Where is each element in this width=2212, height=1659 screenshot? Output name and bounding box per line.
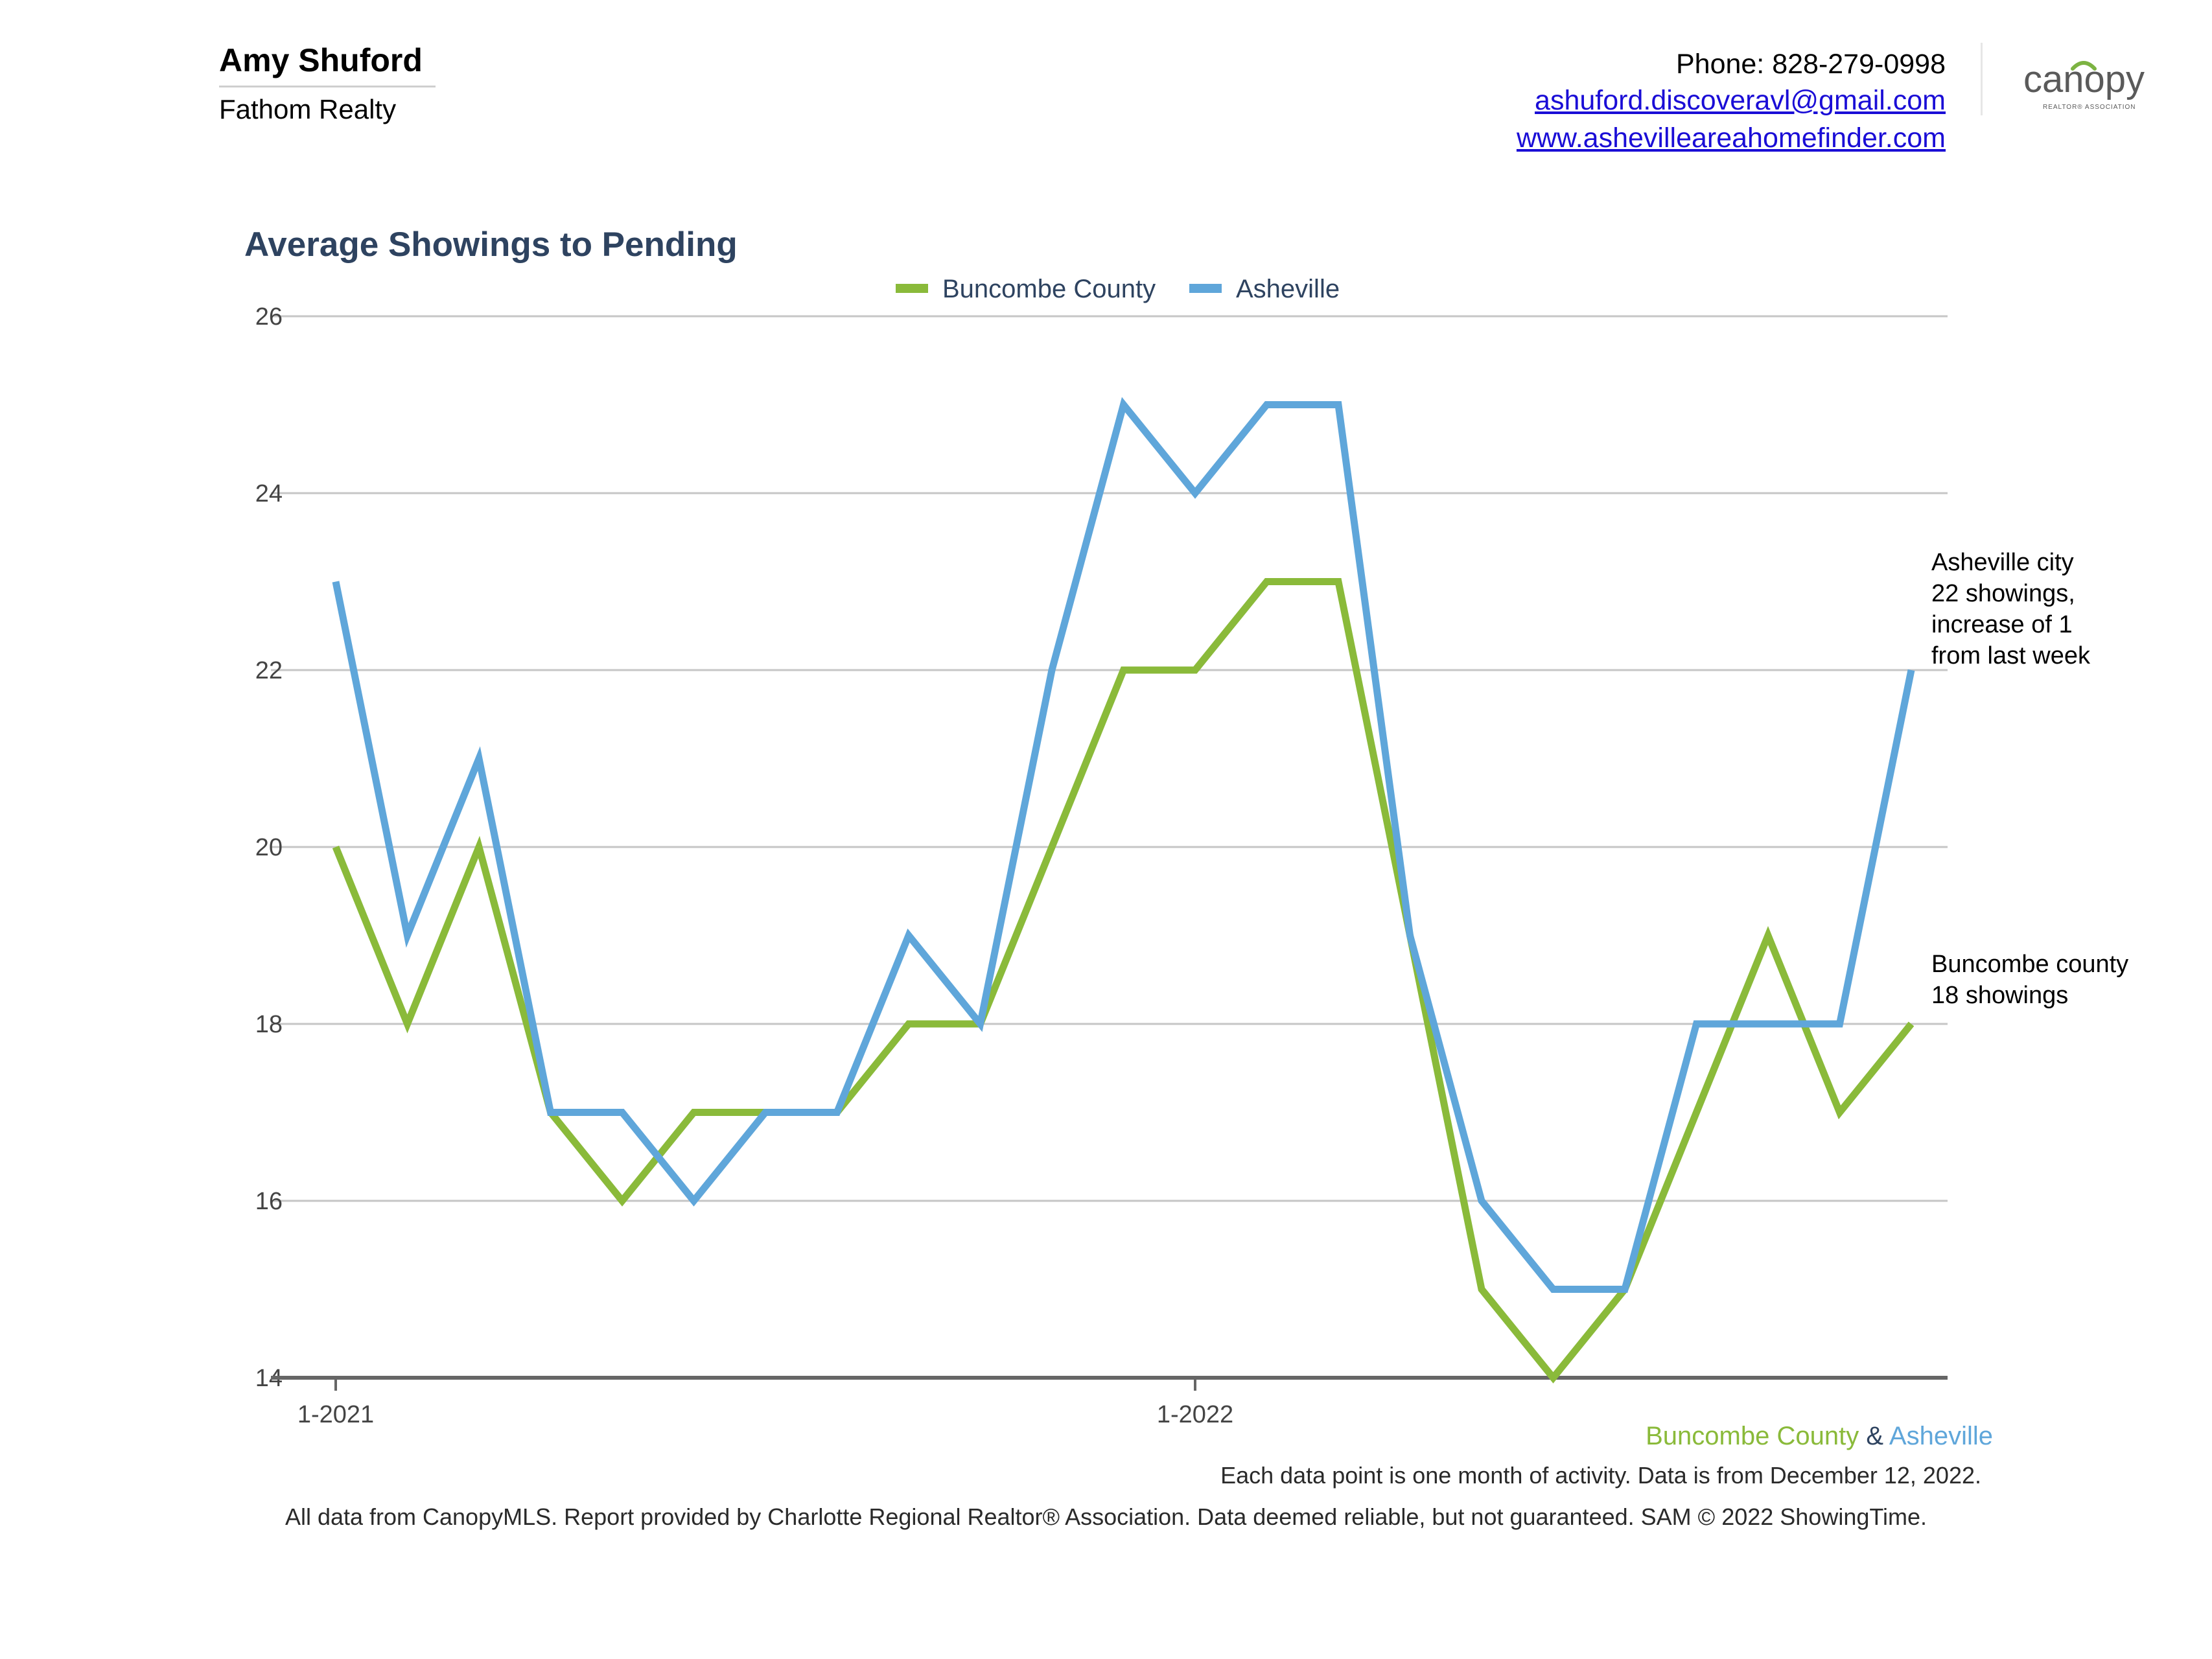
annotation-text: 18 showings: [1931, 982, 2068, 1009]
legend-label: Buncombe County: [942, 275, 1156, 303]
canopy-wordmark: canopy: [2023, 58, 2145, 100]
annotation-text: from last week: [1931, 642, 2091, 669]
header-divider: [1981, 43, 1983, 115]
footer-legend-asheville: Asheville: [1889, 1422, 1993, 1450]
disclaimer: All data from CanopyMLS. Report provided…: [285, 1503, 1927, 1530]
chart-legend: Buncombe County Asheville: [896, 275, 1340, 303]
series-line-asheville: [332, 397, 1915, 1293]
agent-name-underline: [219, 86, 436, 87]
y-tick-label: 16: [255, 1188, 283, 1215]
grid-lines: [271, 315, 1948, 1202]
annotation-text: Buncombe county: [1931, 951, 2128, 978]
legend-swatch: [896, 284, 928, 293]
y-tick-label: 18: [255, 1011, 283, 1038]
x-axis: 1-2021 1-2022: [271, 1376, 1948, 1428]
chart-title: Average Showings to Pending: [244, 226, 738, 264]
annotation-text: increase of 1: [1931, 611, 2073, 638]
canopy-logo-icon: canopy REALTOR® ASSOCIATION: [2023, 58, 2145, 111]
y-tick-label: 24: [255, 480, 283, 507]
y-tick-label: 20: [255, 834, 283, 861]
x-tick-label: 1-2022: [1157, 1401, 1233, 1428]
agent-website-link[interactable]: www.ashevilleareahomefinder.com: [1516, 122, 1946, 154]
canopy-logo: canopy REALTOR® ASSOCIATION: [2021, 54, 2170, 117]
legend-label: Asheville: [1236, 275, 1340, 303]
canopy-tagline: REALTOR® ASSOCIATION: [2043, 104, 2136, 111]
canopy-arc-icon: [2071, 61, 2097, 71]
series-lines: [332, 397, 1915, 1384]
annotation-text: 22 showings,: [1931, 580, 2075, 607]
footer-series-legend: Buncombe County & Asheville: [1646, 1422, 1993, 1451]
y-tick-label: 26: [255, 303, 283, 331]
annotation-text: Asheville city: [1931, 549, 2074, 576]
footer-legend-ampersand: &: [1859, 1422, 1889, 1450]
y-tick-label: 22: [255, 657, 283, 684]
agent-phone: Phone: 828-279-0998: [1675, 49, 1946, 80]
data-note: Each data point is one month of activity…: [1220, 1462, 1981, 1489]
x-tick-label: 1-2021: [297, 1401, 374, 1428]
footer-legend-buncombe: Buncombe County: [1646, 1422, 1859, 1450]
agent-email-link[interactable]: ashuford.discoveravl@gmail.com: [1535, 85, 1946, 116]
agent-company: Fathom Realty: [219, 94, 397, 124]
chart-annotations: Asheville city 22 showings, increase of 1 f…: [1931, 549, 2128, 1009]
legend-swatch: [1189, 284, 1222, 293]
series-line-buncombe-county: [332, 578, 1915, 1384]
agent-name: Amy Shuford: [219, 42, 423, 78]
